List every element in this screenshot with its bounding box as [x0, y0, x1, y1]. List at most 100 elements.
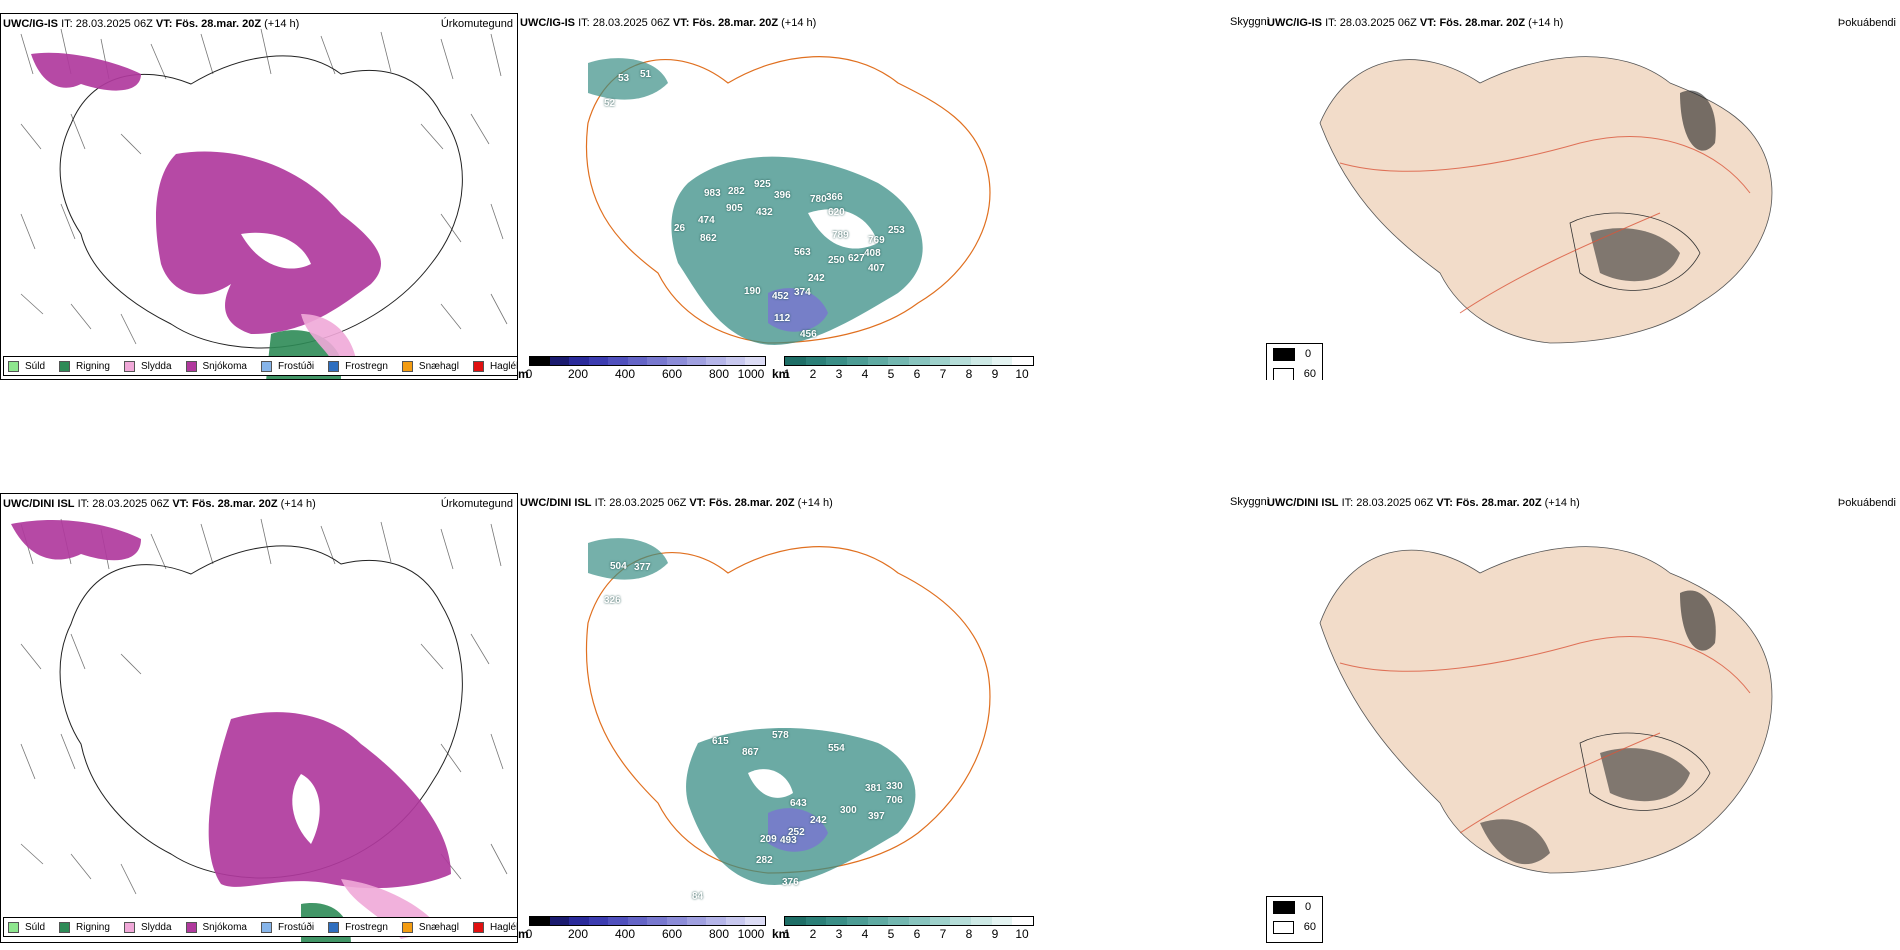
cloud-base-label: 377 — [634, 562, 651, 573]
cloud-base-label: 330 — [886, 781, 903, 792]
panel-field-name: Skyggni — [1230, 496, 1270, 508]
legend-swatch — [123, 360, 135, 372]
colorbar-tick: 400 — [614, 927, 636, 941]
precip-type-map-bottom: UWC/DINI ISL IT: 28.03.2025 06Z VT: Fös.… — [0, 493, 518, 943]
cloud-base-label: 627 — [848, 253, 865, 264]
cloud-base-label: 905 — [726, 203, 743, 214]
colorbar-tick: 10 — [1015, 927, 1029, 941]
legend-swatch — [8, 360, 19, 372]
panel-title: UWC/DINI ISL IT: 28.03.2025 06Z VT: Fös.… — [1267, 497, 1580, 509]
panel-field-name: Skyggni — [1230, 16, 1270, 28]
cloud-base-label: 769 — [868, 235, 885, 246]
fog-map-graphic — [1319, 546, 1773, 874]
colorbar-tick: 2 — [809, 367, 817, 380]
colorbar-tick: 1 — [783, 927, 791, 941]
road-network — [1339, 636, 1751, 834]
cloud-base-label: 456 — [800, 329, 817, 340]
legend-item: Rigning — [59, 921, 110, 933]
legend-item: Frostúði — [260, 360, 314, 372]
legend-swatch — [1273, 920, 1294, 934]
cloud-base-label: 452 — [772, 291, 789, 302]
cloud-base-colorbar: m 0 200 400 600 800 1000 — [518, 916, 768, 942]
cloud-base-label: 474 — [698, 215, 715, 226]
colorbar-tick: 8 — [965, 927, 973, 941]
colorbar-tick: 800 — [708, 927, 730, 941]
low-visibility-area — [686, 728, 916, 885]
snow-area-main — [208, 712, 451, 889]
cloud-base-label: 376 — [782, 877, 799, 888]
colorbar-tick: 9 — [991, 927, 999, 941]
colorbar-tick: 6 — [913, 927, 921, 941]
colorbar-tick: 200 — [567, 367, 589, 380]
colorbar-tick: 600 — [661, 367, 683, 380]
precip-type-map-top: UWC/IG-IS IT: 28.03.2025 06Z VT: Fös. 28… — [0, 13, 518, 380]
fog-legend: 0 60 — [1266, 343, 1323, 380]
cloud-base-label: 300 — [840, 805, 857, 816]
cloud-base-label: 925 — [754, 179, 771, 190]
legend-item: 0 — [1267, 897, 1322, 917]
clear-hole — [808, 209, 878, 249]
colorbar-tick: 4 — [861, 927, 869, 941]
colorbar-tick: 2 — [809, 927, 817, 941]
panel-title: UWC/DINI ISL IT: 28.03.2025 06Z VT: Fös.… — [520, 497, 833, 509]
fog-dark-area — [1680, 90, 1716, 151]
cloud-base-label: 326 — [604, 595, 621, 606]
cloud-base-label: 407 — [868, 263, 885, 274]
legend-item: Slydda — [123, 360, 172, 372]
fog-legend: 0 60 — [1266, 896, 1323, 943]
colorbar-tick: 1 — [783, 367, 791, 380]
legend-item: Haglél — [472, 921, 517, 933]
clear-hole — [748, 769, 793, 798]
sleet-area — [301, 314, 356, 359]
cloud-base-label: 209 — [760, 834, 777, 845]
legend-item: 60 — [1267, 917, 1322, 937]
precip-type-legend: Súld Rigning Slydda Snjókoma Frostúði Fr… — [3, 917, 517, 937]
cloud-base-label: 706 — [886, 795, 903, 806]
cloud-base-label: 282 — [728, 186, 745, 197]
visibility-map-top: UWC/IG-IS IT: 28.03.2025 06Z VT: Fös. 28… — [518, 13, 1038, 380]
legend-item: 60 — [1267, 364, 1322, 380]
snow-area-nw — [11, 519, 141, 561]
legend-item: Snjókoma — [185, 360, 247, 372]
cloud-base-label: 504 — [610, 561, 627, 572]
fog-indicator-map-bottom: UWC/DINI ISL IT: 28.03.2025 06Z VT: Fös.… — [1260, 493, 1900, 943]
fog-indicator-map-top: UWC/IG-IS IT: 28.03.2025 06Z VT: Fös. 28… — [1260, 13, 1900, 380]
colorbar-tick: 0 — [525, 367, 533, 380]
colorbar-tick: 6 — [913, 367, 921, 380]
colorbar-tick: 3 — [835, 367, 843, 380]
snow-area-nw — [31, 52, 141, 91]
cloud-base-label: 112 — [774, 313, 791, 324]
clear-hole — [292, 774, 320, 844]
cloud-base-label: 867 — [742, 747, 759, 758]
low-cloud-base-area — [768, 808, 828, 852]
legend-swatch — [123, 921, 135, 933]
colorbar-tick: 7 — [939, 367, 947, 380]
cloud-base-label: 789 — [832, 230, 849, 241]
legend-swatch — [1273, 900, 1295, 914]
colorbar-unit: km — [772, 367, 790, 380]
colorbar-tick: 200 — [567, 927, 589, 941]
cloud-base-label: 366 — [826, 192, 843, 203]
cloud-base-label: 242 — [808, 273, 825, 284]
colorbar-tick: 4 — [861, 367, 869, 380]
legend-swatch — [260, 921, 272, 933]
cloud-base-label: 983 — [704, 188, 721, 199]
panel-field-name: Þokuábendi — [1837, 17, 1896, 29]
legend-swatch — [401, 360, 413, 372]
cloud-base-label: 493 — [780, 835, 797, 846]
legend-swatch — [1273, 347, 1295, 361]
low-visibility-nw — [588, 58, 668, 100]
low-visibility-area — [671, 156, 923, 345]
colorbar-tick: 10 — [1015, 367, 1029, 380]
iceland-land — [1319, 546, 1773, 874]
fog-dark-area — [1590, 228, 1680, 282]
fog-map-graphic — [1319, 56, 1773, 344]
clear-hole — [241, 232, 311, 269]
cloud-base-label: 374 — [794, 287, 811, 298]
panel-field-name: Þokuábendi — [1837, 497, 1896, 509]
visibility-colorbar: km 1 2 3 4 5 6 7 8 9 10 — [772, 916, 1038, 942]
cloud-base-label: 862 — [700, 233, 717, 244]
iceland-outline — [59, 545, 463, 879]
cloud-base-label: 432 — [756, 207, 773, 218]
legend-item: Súld — [8, 360, 45, 372]
